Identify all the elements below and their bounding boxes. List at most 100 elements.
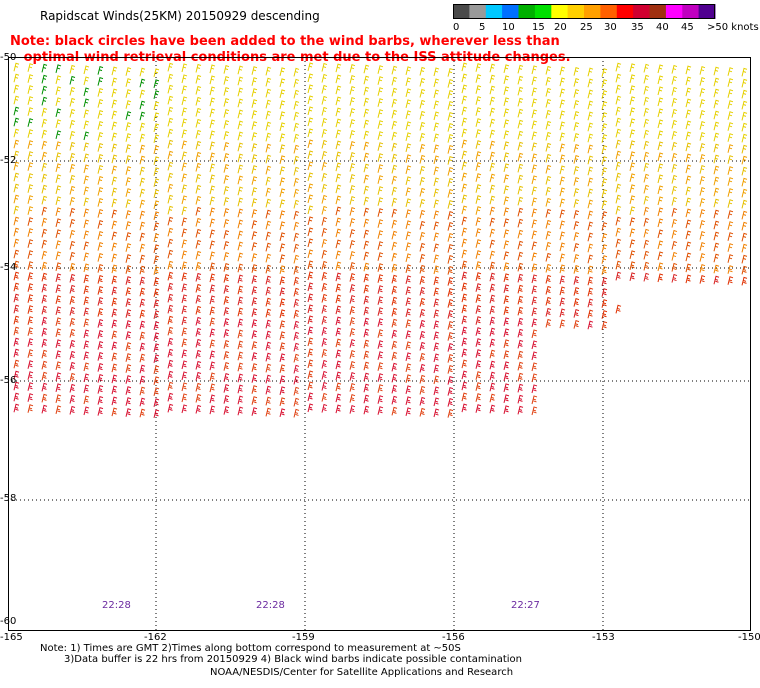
wind-barb: [587, 309, 594, 319]
wind-barb: [41, 239, 48, 249]
wind-barb: [223, 328, 230, 338]
wind-barb: [419, 99, 426, 109]
wind-barb: [41, 63, 48, 73]
wind-barb: [657, 207, 664, 217]
wind-barb: [307, 205, 314, 215]
wind-barb: [125, 298, 132, 307]
wind-barb: [447, 122, 454, 132]
wind-barb: [55, 174, 62, 184]
wind-barb: [447, 397, 454, 407]
wind-barb: [97, 98, 104, 108]
wind-barb: [727, 199, 734, 208]
wind-barb: [293, 166, 300, 176]
wind-barb: [279, 254, 286, 264]
wind-barb: [741, 177, 748, 187]
wind-barb: [335, 349, 342, 359]
wind-barb: [335, 217, 342, 227]
wind-barb: [433, 331, 440, 341]
lon-label: -159: [292, 632, 315, 643]
wind-barb: [41, 250, 48, 260]
wind-barb: [293, 243, 300, 253]
wind-barb: [615, 194, 622, 204]
wind-barb: [391, 340, 398, 350]
wind-barb: [139, 89, 146, 99]
wind-barb: [657, 130, 664, 140]
colorbar-swatch: [469, 4, 487, 19]
wind-barb: [573, 264, 580, 274]
wind-barb: [559, 319, 566, 329]
wind-barb: [531, 142, 538, 152]
wind-barb: [153, 101, 160, 110]
wind-barb: [335, 228, 342, 238]
wind-barb: [419, 396, 426, 406]
wind-barb: [69, 251, 76, 261]
wind-barb: [391, 373, 398, 383]
wind-barb: [111, 396, 118, 406]
wind-barb: [377, 76, 384, 85]
wind-barb: [153, 398, 160, 407]
wind-barb: [251, 253, 258, 262]
wind-barb: [615, 95, 622, 105]
wind-barb: [13, 139, 20, 149]
wind-barb: [293, 408, 300, 418]
wind-barb: [559, 198, 566, 208]
wind-barb: [391, 164, 398, 174]
wind-barb: [111, 165, 118, 175]
wind-barb: [139, 320, 146, 330]
wind-barb: [97, 87, 104, 97]
wind-barb: [195, 85, 202, 95]
wind-barb: [475, 316, 482, 325]
wind-barb: [671, 251, 678, 261]
wind-barb: [195, 129, 202, 139]
wind-barb: [601, 222, 608, 231]
wind-barb: [111, 352, 118, 362]
wind-barb: [671, 130, 678, 140]
wind-barb: [167, 381, 174, 391]
wind-barb: [363, 284, 370, 294]
wind-barb: [139, 122, 146, 132]
wind-barb: [489, 118, 496, 128]
wind-barb: [573, 308, 580, 318]
wind-barb: [27, 404, 34, 413]
wind-barb: [685, 87, 692, 97]
wind-barb: [237, 87, 244, 97]
wind-barb: [209, 119, 216, 129]
wind-barb: [531, 208, 538, 218]
wind-barb: [181, 162, 188, 172]
wind-barb: [265, 341, 272, 351]
wind-barb: [391, 230, 398, 240]
wind-barb: [237, 395, 244, 405]
wind-barb: [433, 144, 440, 154]
wind-barb: [461, 348, 468, 358]
wind-barb: [447, 342, 454, 352]
wind-barb: [13, 194, 20, 204]
wind-barb: [657, 141, 664, 151]
wind-barb: [111, 209, 118, 219]
wind-barb: [601, 277, 608, 286]
wind-barb: [237, 153, 244, 163]
wind-barb: [489, 261, 496, 271]
wind-barb: [321, 260, 328, 270]
wind-barb: [321, 117, 328, 127]
wind-barb: [363, 273, 370, 283]
wind-barb: [391, 274, 398, 284]
wind-barb: [643, 228, 650, 238]
wind-barb: [27, 239, 34, 248]
wind-barb: [447, 199, 454, 209]
wind-barb: [181, 261, 188, 271]
wind-barb: [335, 338, 342, 348]
wind-barb: [685, 76, 692, 86]
wind-barb: [97, 351, 104, 361]
wind-barb: [251, 297, 258, 306]
wind-barb: [237, 65, 244, 75]
wind-barb: [657, 240, 664, 250]
wind-barb: [349, 185, 356, 194]
wind-barb: [321, 326, 328, 336]
wind-barb: [503, 405, 510, 414]
wind-barb: [195, 272, 202, 282]
wind-barb: [419, 352, 426, 362]
wind-barb: [475, 217, 482, 226]
wind-barb: [461, 326, 468, 336]
wind-barb: [139, 309, 146, 319]
wind-barb: [209, 372, 216, 382]
